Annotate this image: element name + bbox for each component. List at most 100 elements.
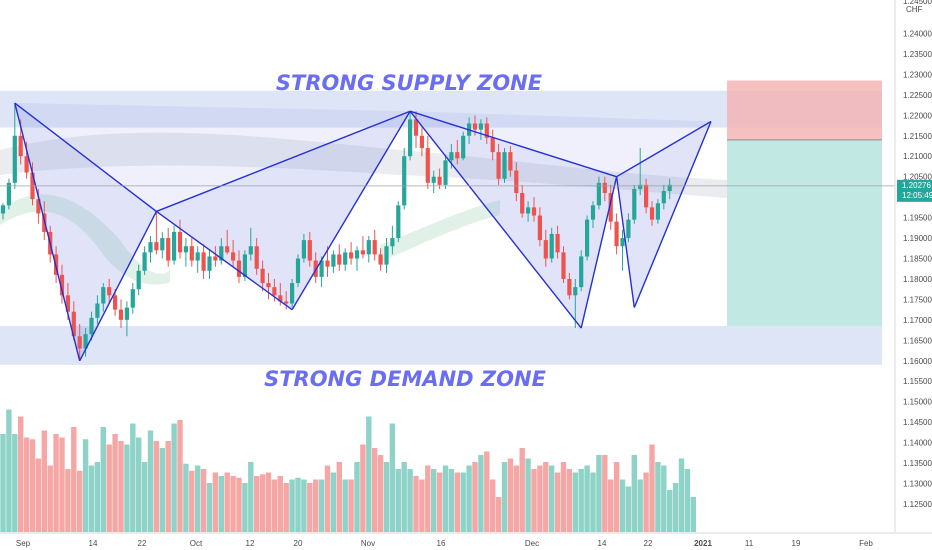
candle-body <box>71 311 76 337</box>
volume-bar <box>460 472 466 532</box>
volume-bar <box>619 479 626 532</box>
volume-bar <box>41 430 47 532</box>
price-tick: 1.22500 <box>903 91 932 100</box>
volume-bar <box>77 470 83 532</box>
volume-bar <box>413 476 419 532</box>
candle-body <box>372 240 377 255</box>
volume-bar <box>206 483 213 532</box>
candle-body <box>472 123 478 130</box>
time-tick: 22 <box>138 539 147 548</box>
pattern-triangle-1 <box>14 103 157 361</box>
cloud-ribbon-gray <box>0 132 727 198</box>
volume-bar <box>377 455 384 532</box>
candle-body <box>437 176 442 185</box>
pattern-leg-line <box>409 110 582 329</box>
volume-bar <box>554 472 561 532</box>
candle-body <box>130 289 135 308</box>
currency-label: CHF <box>906 5 923 14</box>
candle-body <box>620 238 625 247</box>
candle-body <box>0 205 6 214</box>
volume-bar <box>643 472 649 532</box>
volume-bar <box>183 463 189 532</box>
pattern-leg-line <box>633 121 712 308</box>
candle-body <box>431 176 436 183</box>
volume-bar <box>560 462 567 532</box>
candle-body <box>301 240 306 259</box>
volume-bar <box>224 472 230 532</box>
volume-bar <box>29 439 36 532</box>
candle-body <box>413 119 419 136</box>
pattern-triangle-2 <box>156 111 411 310</box>
volume-bar <box>259 474 266 532</box>
price-tick: 1.13000 <box>903 480 932 489</box>
volume-bar <box>613 462 620 532</box>
candle-body <box>632 188 637 220</box>
price-tick: 1.22000 <box>903 111 932 120</box>
volume-bar <box>501 462 508 532</box>
candle-body <box>284 301 289 304</box>
time-tick: 22 <box>644 539 653 548</box>
volume-bar <box>525 458 531 532</box>
candle-body <box>6 182 11 206</box>
volume-bar <box>177 420 183 532</box>
volume-bar <box>171 423 177 532</box>
pattern-leg-line <box>79 211 158 362</box>
volume-bar <box>366 416 372 532</box>
candle-body <box>154 242 159 251</box>
volume-bar <box>684 469 691 532</box>
candle-body <box>478 123 483 130</box>
volume-bar <box>307 483 313 532</box>
volume-bar <box>602 455 608 532</box>
candle-body <box>561 252 566 279</box>
volume-bar <box>407 469 413 532</box>
volume-bar <box>147 430 154 532</box>
price-tick: 1.19000 <box>903 234 932 243</box>
candle-body <box>354 250 360 259</box>
candle-body <box>101 287 106 304</box>
candle-body <box>579 256 584 288</box>
time-tick: 2021 <box>694 539 712 548</box>
candle-body <box>148 242 153 253</box>
price-tick: 1.14000 <box>903 439 932 448</box>
volume-bar <box>265 472 272 532</box>
price-tick: 1.20500 <box>903 173 932 182</box>
volume-bar <box>472 462 478 532</box>
candle-body <box>219 246 224 261</box>
price-tick: 1.16000 <box>903 357 932 366</box>
volume-bar <box>578 469 584 532</box>
candle-body <box>585 219 590 257</box>
volume-bar <box>543 462 549 532</box>
volume-bar <box>348 479 354 532</box>
candle-body <box>254 246 259 269</box>
candle-body <box>449 152 454 161</box>
volume-bar <box>431 469 437 532</box>
volume-bar <box>212 472 219 532</box>
candle-body <box>343 252 348 265</box>
candle-body <box>65 295 70 312</box>
candle-body <box>408 119 413 157</box>
candle-body <box>614 221 619 247</box>
candle-body <box>390 238 395 247</box>
candle-body <box>626 219 631 239</box>
candle-body <box>242 254 247 277</box>
volume-bar <box>590 472 596 532</box>
pattern-top-fill-left <box>14 103 411 212</box>
volume-bar <box>159 448 165 532</box>
volume-bar <box>112 434 118 532</box>
candle-body <box>136 270 141 290</box>
take-profit-zone <box>727 139 882 326</box>
volume-bar <box>100 427 106 532</box>
volume-bar <box>59 437 65 532</box>
candle-body <box>644 184 649 208</box>
volume-bar <box>65 469 71 532</box>
volume-bar <box>283 483 289 532</box>
time-tick: 11 <box>745 539 754 548</box>
volume-bar <box>0 434 6 532</box>
volume-bar <box>519 448 525 532</box>
volume-bar <box>289 479 295 532</box>
candle-body <box>602 182 607 194</box>
volume-bar <box>672 483 679 532</box>
candle-body <box>113 295 118 310</box>
volume-bar <box>372 448 378 532</box>
time-tick: 14 <box>89 539 98 548</box>
